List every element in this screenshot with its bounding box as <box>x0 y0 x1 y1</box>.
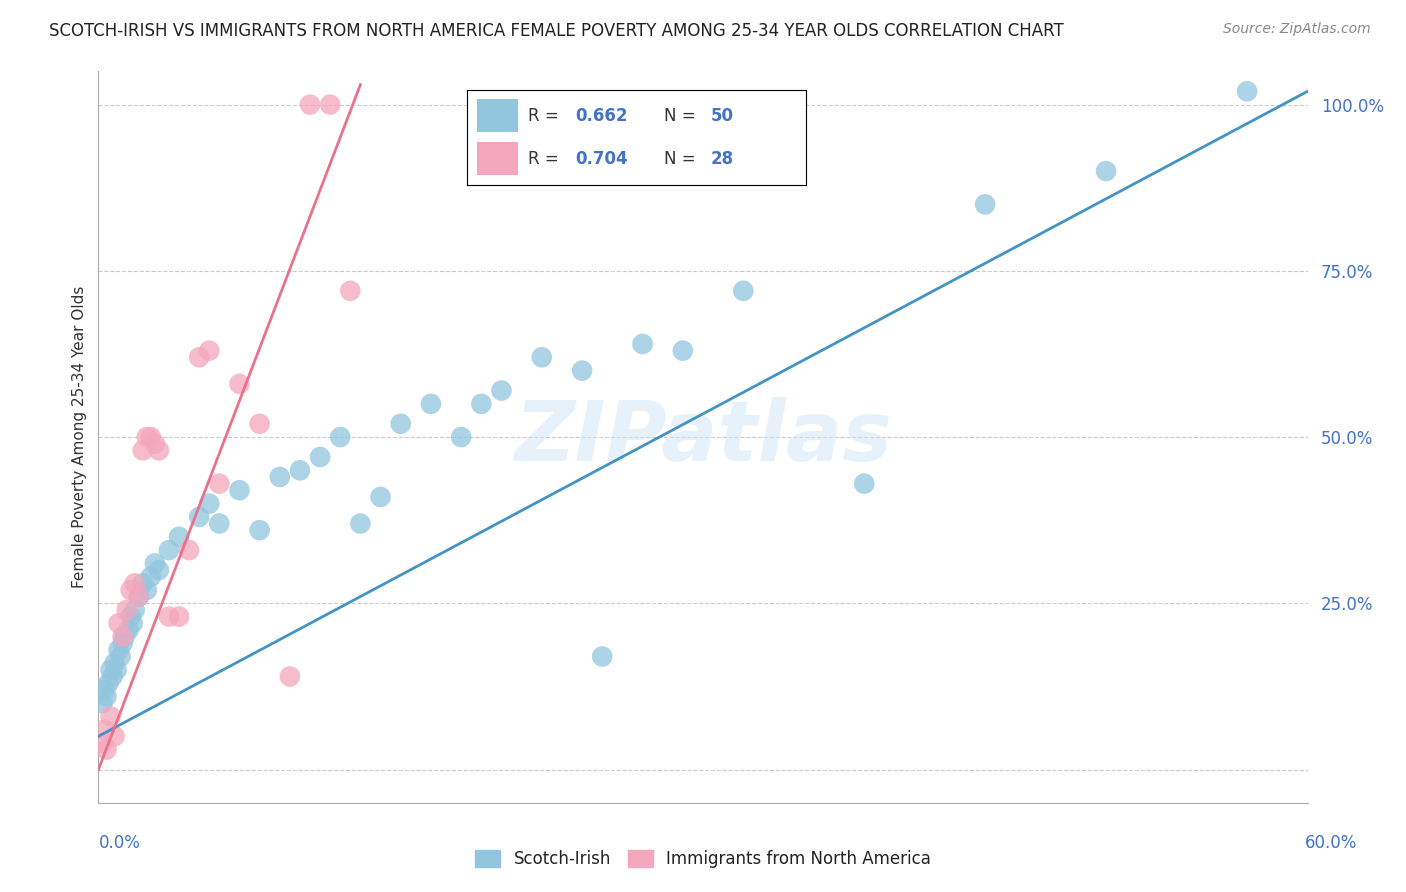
Point <box>420 397 443 411</box>
Point <box>853 476 876 491</box>
Point <box>121 616 143 631</box>
Text: ZIPatlas: ZIPatlas <box>515 397 891 477</box>
Point <box>198 497 221 511</box>
Point <box>249 417 271 431</box>
Point <box>470 397 492 411</box>
Point <box>269 470 291 484</box>
Point <box>96 742 118 756</box>
Point <box>97 676 120 690</box>
Point <box>157 543 180 558</box>
Point <box>733 284 755 298</box>
Point <box>167 530 190 544</box>
Point <box>339 284 361 298</box>
Y-axis label: Female Poverty Among 25-34 Year Olds: Female Poverty Among 25-34 Year Olds <box>72 286 87 588</box>
Point <box>107 643 129 657</box>
Point <box>91 696 114 710</box>
Point <box>370 490 392 504</box>
Point <box>124 603 146 617</box>
Point <box>143 436 166 450</box>
Point <box>91 736 114 750</box>
Point <box>103 729 125 743</box>
Point <box>157 609 180 624</box>
Point <box>148 563 170 577</box>
Point <box>288 463 311 477</box>
Point <box>135 430 157 444</box>
Point <box>631 337 654 351</box>
Point <box>167 609 190 624</box>
Point <box>188 351 211 365</box>
Point <box>100 663 122 677</box>
Point <box>115 603 138 617</box>
Point <box>309 450 332 464</box>
Point <box>111 636 134 650</box>
Point <box>120 582 142 597</box>
Point <box>198 343 221 358</box>
Point <box>100 709 122 723</box>
Point <box>120 609 142 624</box>
Point <box>349 516 371 531</box>
Text: 0.0%: 0.0% <box>98 834 141 852</box>
Point <box>491 384 513 398</box>
Point <box>135 582 157 597</box>
Point <box>179 543 201 558</box>
Point <box>107 616 129 631</box>
Point <box>128 590 150 604</box>
Point <box>93 682 115 697</box>
Point <box>1236 84 1258 98</box>
Point <box>319 97 342 112</box>
Point <box>118 623 141 637</box>
Point <box>114 630 136 644</box>
Point <box>143 557 166 571</box>
Point <box>111 630 134 644</box>
Point <box>450 430 472 444</box>
Legend: Scotch-Irish, Immigrants from North America: Scotch-Irish, Immigrants from North Amer… <box>468 843 938 875</box>
Point <box>571 363 593 377</box>
Point <box>672 343 695 358</box>
Point <box>139 430 162 444</box>
Point <box>105 663 128 677</box>
Text: 60.0%: 60.0% <box>1305 834 1357 852</box>
Point <box>110 649 132 664</box>
Point <box>128 590 150 604</box>
Point <box>299 97 322 112</box>
Point <box>249 523 271 537</box>
Text: Source: ZipAtlas.com: Source: ZipAtlas.com <box>1223 22 1371 37</box>
Point <box>974 197 997 211</box>
Point <box>208 516 231 531</box>
Point <box>591 649 613 664</box>
Point <box>1095 164 1118 178</box>
Point <box>103 656 125 670</box>
Point <box>93 723 115 737</box>
Point <box>139 570 162 584</box>
Point <box>228 376 250 391</box>
Point <box>389 417 412 431</box>
Point <box>132 443 155 458</box>
Text: SCOTCH-IRISH VS IMMIGRANTS FROM NORTH AMERICA FEMALE POVERTY AMONG 25-34 YEAR OL: SCOTCH-IRISH VS IMMIGRANTS FROM NORTH AM… <box>49 22 1064 40</box>
Point <box>530 351 553 365</box>
Point <box>124 576 146 591</box>
Point <box>228 483 250 498</box>
Point <box>96 690 118 704</box>
Point <box>188 509 211 524</box>
Point <box>132 576 155 591</box>
Point <box>148 443 170 458</box>
Point <box>329 430 352 444</box>
Point <box>278 669 301 683</box>
Point <box>101 669 124 683</box>
Point <box>208 476 231 491</box>
